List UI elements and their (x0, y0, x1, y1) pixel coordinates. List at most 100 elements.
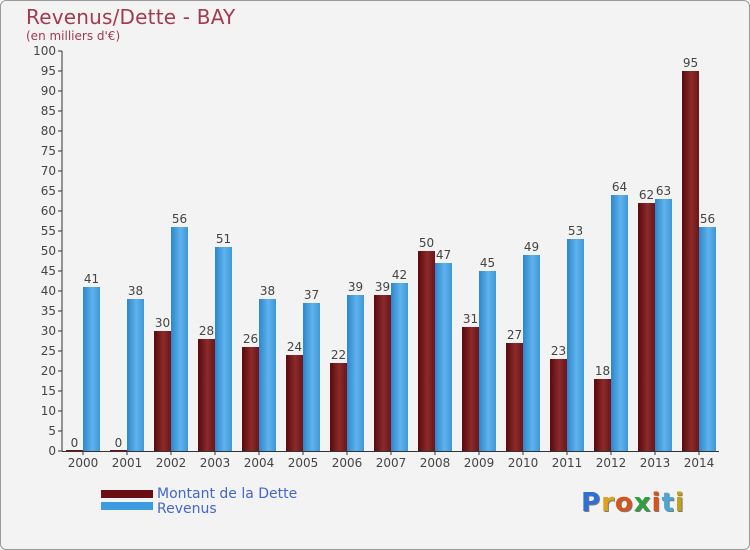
value-label-revenue: 37 (304, 288, 319, 302)
value-label-revenue: 39 (348, 280, 363, 294)
bar-revenue (611, 195, 628, 451)
bar-revenue (479, 271, 496, 451)
y-tick-label: 20 (41, 364, 56, 378)
value-label-debt: 18 (595, 364, 610, 378)
value-label-debt: 39 (375, 280, 390, 294)
bar-revenue (567, 239, 584, 451)
value-label-debt: 31 (463, 312, 478, 326)
x-tick-label: 2007 (376, 456, 407, 470)
logo-letter: i (674, 488, 685, 518)
y-tick-label: 60 (41, 204, 56, 218)
bar-debt (286, 355, 303, 451)
legend-label-revenue: Revenus (157, 501, 217, 517)
y-tick-label: 10 (41, 404, 56, 418)
value-label-revenue: 53 (568, 224, 583, 238)
bar-revenue (655, 199, 672, 451)
value-label-revenue: 51 (216, 232, 231, 246)
bar-revenue (523, 255, 540, 451)
legend-label-debt: Montant de la Dette (157, 486, 298, 502)
bar-revenue (127, 299, 144, 451)
bar-debt (594, 379, 611, 451)
value-label-revenue: 41 (84, 272, 99, 286)
value-label-debt: 27 (507, 328, 522, 342)
value-label-revenue: 45 (480, 256, 495, 270)
y-tick-label: 65 (41, 184, 56, 198)
x-tick-label: 2010 (508, 456, 539, 470)
axes-layer: 0510152025303540455055606570758085909510… (33, 44, 719, 470)
bar-revenue (391, 283, 408, 451)
bar-debt (330, 363, 347, 451)
bar-debt (374, 295, 391, 451)
value-label-revenue: 38 (260, 284, 275, 298)
value-label-revenue: 56 (172, 212, 187, 226)
x-tick-label: 2009 (464, 456, 495, 470)
bar-revenue (171, 227, 188, 451)
x-tick-label: 2014 (684, 456, 715, 470)
value-label-revenue: 49 (524, 240, 539, 254)
bar-debt (418, 251, 435, 451)
y-tick-label: 0 (48, 444, 56, 458)
y-tick-label: 15 (41, 384, 56, 398)
logo-letter: t (661, 488, 675, 518)
x-tick-label: 2002 (156, 456, 187, 470)
y-tick-label: 85 (41, 104, 56, 118)
value-label-revenue: 38 (128, 284, 143, 298)
value-label-debt: 26 (243, 332, 258, 346)
bar-debt (638, 203, 655, 451)
proxiti-logo: Proxiti (581, 488, 685, 518)
x-tick-label: 2013 (640, 456, 671, 470)
value-label-debt: 23 (551, 344, 566, 358)
x-tick-label: 2001 (112, 456, 143, 470)
bar-revenue (83, 287, 100, 451)
value-label-debt: 95 (683, 56, 698, 70)
x-tick-label: 2012 (596, 456, 627, 470)
value-label-revenue: 47 (436, 248, 451, 262)
x-tick-label: 2006 (332, 456, 363, 470)
bar-debt (242, 347, 259, 451)
value-label-revenue: 42 (392, 268, 407, 282)
value-label-debt: 30 (155, 316, 170, 330)
bar-debt (462, 327, 479, 451)
y-tick-label: 75 (41, 144, 56, 158)
y-tick-label: 100 (33, 44, 56, 58)
bar-debt (682, 71, 699, 451)
value-label-revenue: 64 (612, 180, 627, 194)
value-label-debt: 50 (419, 236, 434, 250)
x-tick-label: 2003 (200, 456, 231, 470)
y-tick-label: 80 (41, 124, 56, 138)
y-tick-label: 30 (41, 324, 56, 338)
bar-debt (506, 343, 523, 451)
y-tick-label: 35 (41, 304, 56, 318)
value-label-revenue: 56 (700, 212, 715, 226)
bar-debt (154, 331, 171, 451)
value-label-debt: 22 (331, 348, 346, 362)
x-tick-label: 2000 (68, 456, 99, 470)
legend-swatch-debt (101, 490, 153, 498)
bar-debt (550, 359, 567, 451)
x-tick-label: 2005 (288, 456, 319, 470)
x-tick-label: 2004 (244, 456, 275, 470)
y-tick-label: 5 (48, 424, 56, 438)
y-tick-label: 55 (41, 224, 56, 238)
bar-revenue (215, 247, 232, 451)
y-tick-label: 45 (41, 264, 56, 278)
value-label-debt: 0 (71, 436, 79, 450)
value-label-revenue: 63 (656, 184, 671, 198)
bar-revenue (259, 299, 276, 451)
legend-swatch-revenue (101, 502, 153, 510)
y-tick-label: 95 (41, 64, 56, 78)
logo-letter: i (651, 488, 662, 518)
chart-title: Revenus/Dette - BAY (26, 5, 236, 29)
value-label-debt: 24 (287, 340, 302, 354)
logo-letter: o (614, 488, 634, 518)
y-tick-label: 50 (41, 244, 56, 258)
bar-revenue (303, 303, 320, 451)
bar-revenue (347, 295, 364, 451)
bar-revenue (435, 263, 452, 451)
logo-letter: P (581, 488, 602, 518)
value-label-debt: 62 (639, 188, 654, 202)
bar-revenue (699, 227, 716, 451)
y-tick-label: 90 (41, 84, 56, 98)
